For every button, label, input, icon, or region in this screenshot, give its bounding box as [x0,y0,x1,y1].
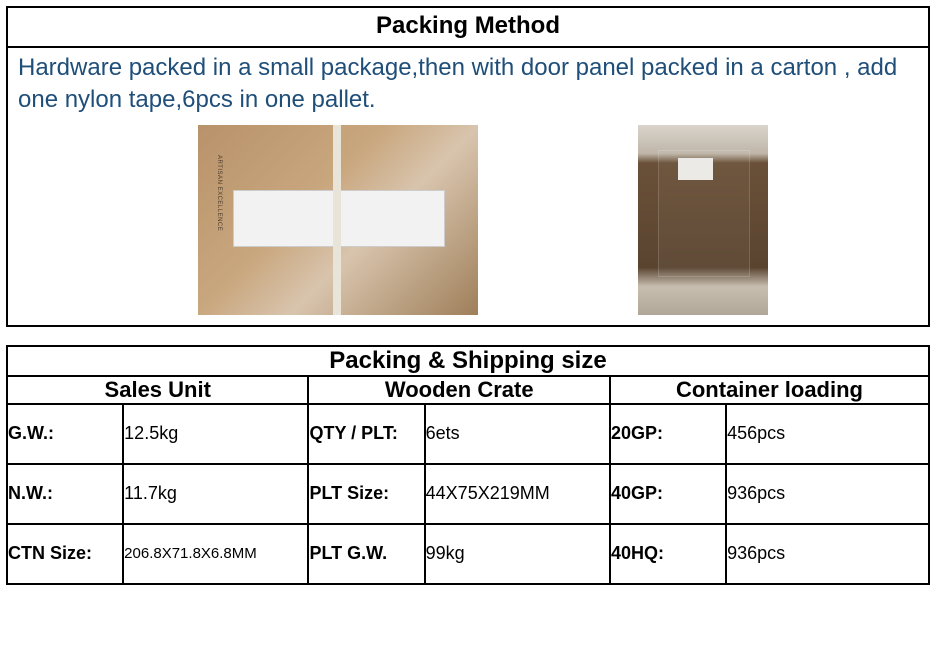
value-ctn-size: 206.8X71.8X6.8MM [123,524,308,584]
shipping-table: Packing & Shipping size Sales Unit Woode… [6,345,930,585]
value-40gp: 936pcs [726,464,929,524]
shipping-title: Packing & Shipping size [7,346,929,376]
value-plt-size: 44X75X219MM [425,464,610,524]
label-plt-size: PLT Size: [308,464,424,524]
value-gw: 12.5kg [123,404,308,464]
value-nw: 11.7kg [123,464,308,524]
label-nw: N.W.: [7,464,123,524]
packing-method-title: Packing Method [8,8,928,48]
table-row: G.W.: 12.5kg QTY / PLT: 6ets 20GP: 456pc… [7,404,929,464]
value-40hq: 936pcs [726,524,929,584]
packing-photo-pallet [638,125,768,315]
group-sales-unit: Sales Unit [7,376,308,404]
packing-method-section: Packing Method Hardware packed in a smal… [6,6,930,327]
shipping-size-section: Packing & Shipping size Sales Unit Woode… [6,345,930,585]
value-plt-gw: 99kg [425,524,610,584]
label-40hq: 40HQ: [610,524,726,584]
label-ctn-size: CTN Size: [7,524,123,584]
value-qty-plt: 6ets [425,404,610,464]
label-qty-plt: QTY / PLT: [308,404,424,464]
group-wooden-crate: Wooden Crate [308,376,609,404]
table-row: N.W.: 11.7kg PLT Size: 44X75X219MM 40GP:… [7,464,929,524]
table-row: CTN Size: 206.8X71.8X6.8MM PLT G.W. 99kg… [7,524,929,584]
group-container-loading: Container loading [610,376,929,404]
packing-photo-row: ARTISAN EXCELLENCE [8,119,928,325]
label-plt-gw: PLT G.W. [308,524,424,584]
label-20gp: 20GP: [610,404,726,464]
label-gw: G.W.: [7,404,123,464]
value-20gp: 456pcs [726,404,929,464]
packing-method-description: Hardware packed in a small package,then … [8,48,928,119]
carton-side-text: ARTISAN EXCELLENCE [208,155,222,285]
packing-photo-carton: ARTISAN EXCELLENCE [198,125,478,315]
label-40gp: 40GP: [610,464,726,524]
